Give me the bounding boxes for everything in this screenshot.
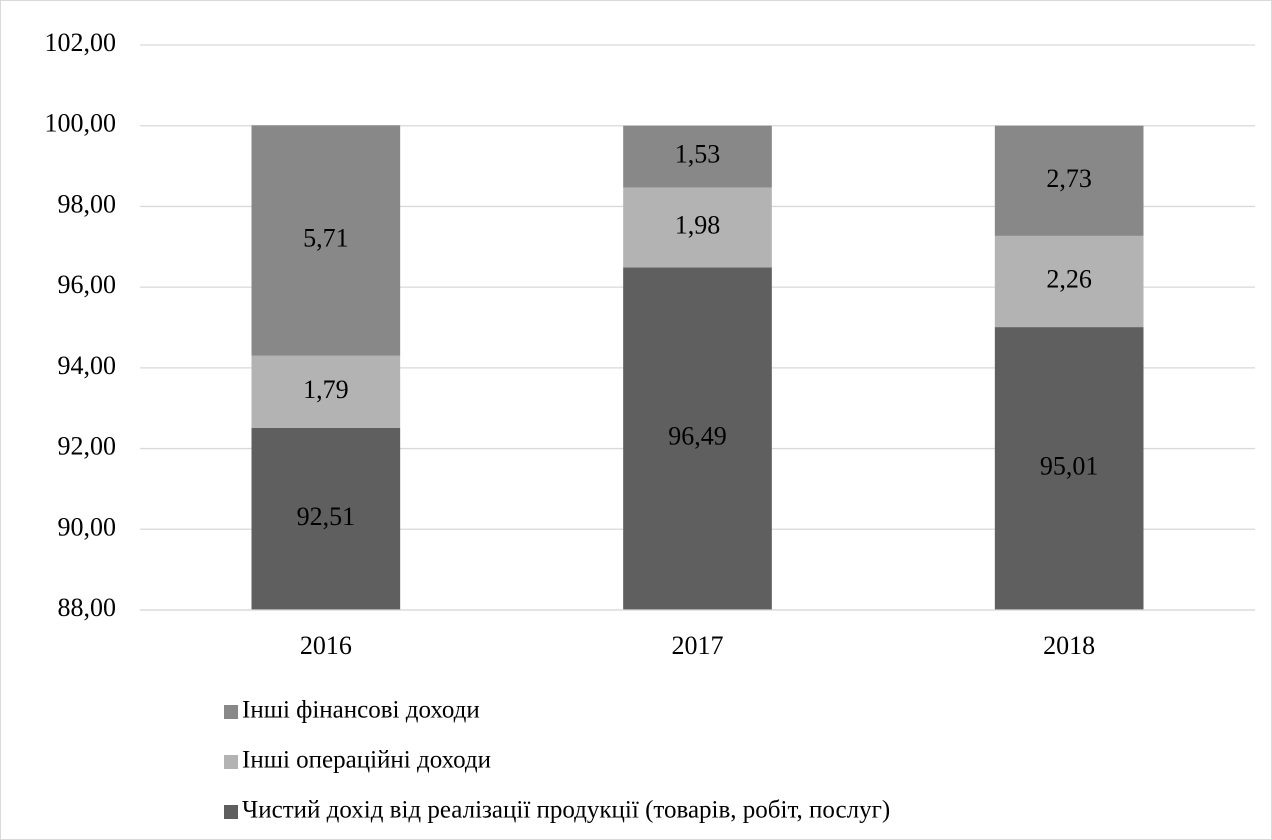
x-tick-label: 2016: [300, 631, 352, 660]
data-label: 2,73: [1046, 164, 1092, 193]
y-tick-label: 98,00: [58, 189, 117, 218]
data-label: 5,71: [303, 223, 349, 252]
y-tick-label: 94,00: [58, 351, 117, 380]
x-tick-label: 2017: [672, 631, 724, 660]
data-label: 96,49: [668, 422, 727, 451]
bar-segment: [251, 427, 401, 610]
x-tick-label: 2018: [1043, 631, 1095, 660]
y-tick-label: 96,00: [58, 270, 117, 299]
y-tick-label: 92,00: [58, 432, 117, 461]
data-label: 1,53: [675, 140, 721, 169]
y-tick-label: 88,00: [58, 593, 117, 622]
legend-label: Інші фінансові доходи: [242, 697, 480, 724]
y-tick-label: 100,00: [45, 109, 117, 138]
legend-swatch: [224, 755, 238, 769]
data-label: 92,51: [297, 502, 356, 531]
bar-segment: [623, 187, 772, 268]
bar-segment: [251, 355, 401, 428]
y-tick-label: 90,00: [58, 512, 117, 541]
bar-segment: [994, 235, 1144, 328]
legend-label: Інші операційні доходи: [242, 747, 491, 774]
data-label: 1,98: [675, 210, 721, 239]
data-label: 2,26: [1046, 264, 1092, 293]
bar-segment: [994, 327, 1144, 610]
legend-swatch: [224, 705, 238, 719]
bar-segment: [623, 125, 772, 188]
bar-segment: [251, 125, 401, 356]
legend-label: Чистий дохід від реалізації продукції (т…: [242, 797, 890, 824]
bar-segment: [623, 267, 772, 610]
data-label: 1,79: [303, 375, 349, 404]
legend-swatch: [224, 805, 238, 819]
bar-segment: [994, 125, 1144, 236]
data-label: 95,01: [1040, 452, 1099, 481]
y-tick-label: 102,00: [45, 28, 117, 57]
